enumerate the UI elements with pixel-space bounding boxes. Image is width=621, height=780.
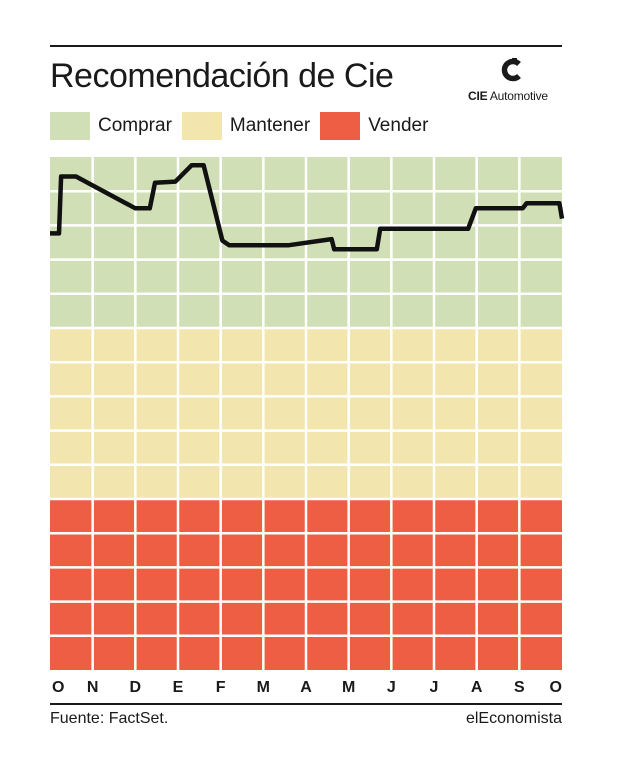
x-tick-label: J bbox=[430, 679, 439, 696]
x-tick-label: E bbox=[173, 679, 184, 696]
legend-swatch bbox=[181, 112, 222, 140]
x-tick-label: A bbox=[471, 679, 483, 696]
x-tick-label: M bbox=[257, 679, 270, 696]
x-tick-label: M bbox=[342, 679, 355, 696]
x-tick-label: S bbox=[514, 679, 525, 696]
x-tick-label: J bbox=[387, 679, 396, 696]
legend-item-vender: Vender bbox=[320, 112, 428, 140]
grid-lines bbox=[50, 157, 562, 670]
x-tick-label: D bbox=[130, 679, 142, 696]
x-tick-label: O bbox=[52, 679, 64, 696]
legend-item-mantener: Mantener bbox=[181, 112, 311, 140]
legend-item-comprar: Comprar bbox=[50, 112, 172, 140]
x-tick-label: F bbox=[216, 679, 226, 696]
source-note: Fuente: FactSet. bbox=[50, 710, 169, 727]
legend-swatch bbox=[320, 112, 361, 140]
chart-title: Recomendación de Cie bbox=[50, 57, 394, 95]
brand-name: elEconomista bbox=[465, 710, 562, 727]
top-rule bbox=[50, 45, 562, 47]
series-line-group bbox=[50, 162, 565, 252]
legend: Comprar Mantener Vender bbox=[50, 112, 438, 140]
bottom-rule bbox=[50, 703, 562, 705]
cie-logo-icon bbox=[501, 58, 521, 82]
cie-logo: CIE Automotive bbox=[468, 55, 562, 107]
legend-label: Vender bbox=[368, 115, 429, 136]
x-tick-label: A bbox=[300, 679, 312, 696]
legend-swatch bbox=[50, 112, 90, 140]
series-line-0 bbox=[50, 162, 565, 252]
x-tick-label: O bbox=[550, 679, 562, 696]
legend-label: Comprar bbox=[98, 115, 172, 136]
logo-text: CIE Automotive bbox=[468, 89, 548, 103]
legend-label: Mantener bbox=[229, 115, 311, 136]
x-tick-label: N bbox=[87, 679, 99, 696]
